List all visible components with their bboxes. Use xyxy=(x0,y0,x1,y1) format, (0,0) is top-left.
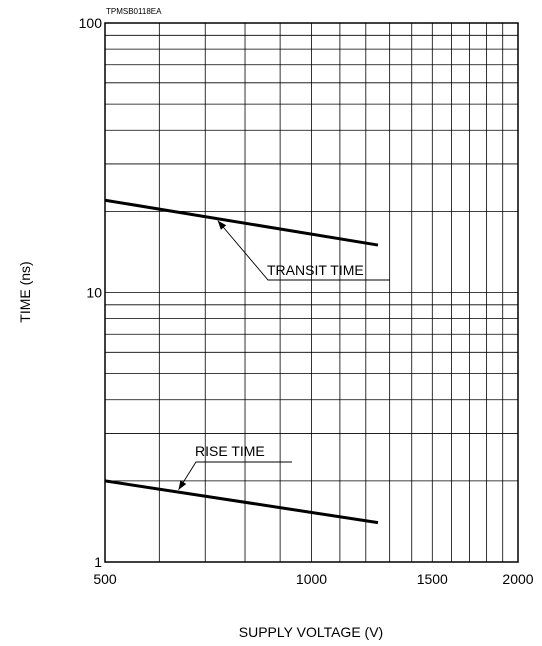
y-tick-label: 100 xyxy=(79,15,103,31)
plot-frame xyxy=(104,22,519,563)
x-tick-label: 500 xyxy=(93,571,117,587)
rise-time-label: RISE TIME xyxy=(195,443,265,459)
transit-time-arrowhead xyxy=(217,220,227,230)
rise-time-leader xyxy=(178,461,292,490)
x-tick-label: 1500 xyxy=(417,571,448,587)
x-axis-label: SUPPLY VOLTAGE (V) xyxy=(239,624,383,640)
figure-code: TPMSB0118EA xyxy=(106,7,162,16)
series-lines xyxy=(104,198,379,525)
transit-time-leader xyxy=(217,220,390,281)
x-tick-label: 1000 xyxy=(296,571,327,587)
y-tick-labels: 1 10 100 xyxy=(79,15,103,570)
x-tick-label: 2000 xyxy=(502,571,533,587)
grid xyxy=(105,23,518,562)
y-tick-label: 10 xyxy=(86,285,102,301)
y-axis-label: TIME (ns) xyxy=(17,261,33,322)
transit-time-label: TRANSIT TIME xyxy=(267,262,364,278)
rise-time-arrowhead xyxy=(178,480,187,490)
series-line-rise-time xyxy=(104,479,379,525)
x-tick-labels: 500 1000 1500 2000 xyxy=(93,571,533,587)
y-tick-label: 1 xyxy=(94,554,102,570)
annotations: TRANSIT TIME RISE TIME xyxy=(178,220,390,490)
series-line-transit-time xyxy=(104,198,379,247)
